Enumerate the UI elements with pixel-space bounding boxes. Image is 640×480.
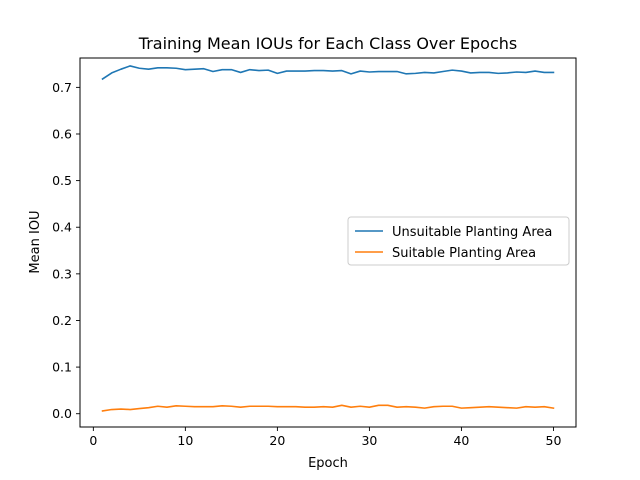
x-axis-label: Epoch: [308, 456, 348, 471]
legend-box: [347, 216, 570, 266]
y-axis-ticks: 0.0 0.1 0.2 0.3 0.4 0.5 0.6 0.7: [52, 80, 80, 421]
x-tick-label: 10: [177, 433, 193, 448]
x-tick-label: 0: [89, 433, 97, 448]
y-tick-label: 0.0: [52, 406, 72, 421]
x-tick-label: 40: [453, 433, 469, 448]
y-tick-label: 0.4: [52, 220, 72, 235]
chart-title: Training Mean IOUs for Each Class Over E…: [138, 34, 517, 53]
y-tick-label: 0.3: [52, 266, 72, 281]
legend-label-suitable: Suitable Planting Area: [392, 246, 536, 261]
x-tick-label: 20: [269, 433, 285, 448]
y-tick-label: 0.2: [52, 313, 72, 328]
legend: Unsuitable Planting Area Suitable Planti…: [347, 216, 570, 266]
series-line-0: [101, 65, 555, 81]
series-line-1: [101, 404, 555, 412]
y-tick-label: 0.7: [52, 80, 72, 95]
x-tick-label: 30: [361, 433, 377, 448]
x-axis-ticks: 0 10 20 30 40 50: [89, 427, 561, 448]
y-tick-label: 0.5: [52, 173, 72, 188]
legend-label-unsuitable: Unsuitable Planting Area: [392, 225, 552, 240]
x-tick-label: 50: [546, 433, 562, 448]
series-layer: [101, 65, 555, 412]
y-tick-label: 0.6: [52, 126, 72, 141]
y-tick-label: 0.1: [52, 360, 72, 375]
plot-area: [79, 57, 577, 428]
y-axis-label: Mean IOU: [28, 210, 43, 273]
axes-frame: [79, 57, 577, 428]
